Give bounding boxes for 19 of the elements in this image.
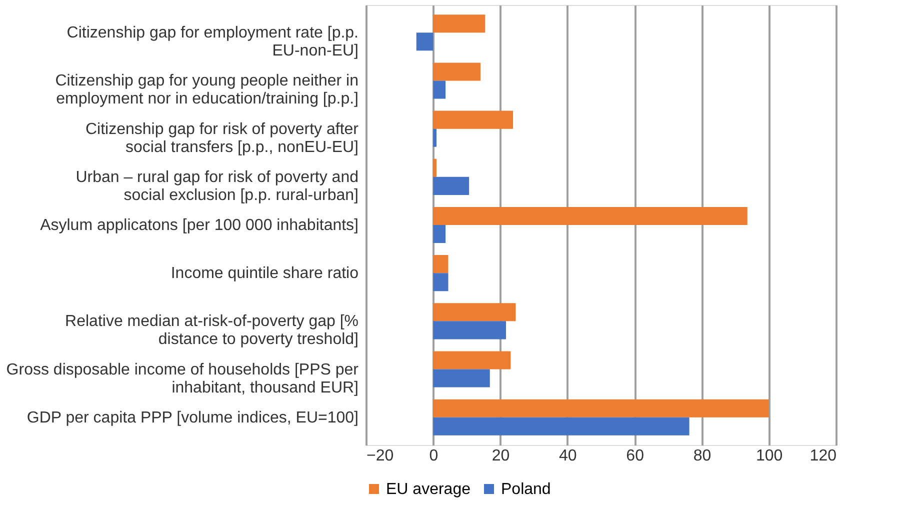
legend-label: Poland xyxy=(501,481,551,498)
y-tick-label: GDP per capita PPP [volume indices, EU=100] xyxy=(26,409,358,426)
x-tick-label: 0 xyxy=(429,448,438,464)
legend-label: EU average xyxy=(386,481,471,498)
x-tick-label: 60 xyxy=(626,448,644,464)
y-tick-label: Gross disposable income of households [PPS per inhabitant, thousand EUR] xyxy=(6,361,360,396)
x-tick-label: 100 xyxy=(756,448,783,464)
y-tick-label: Citizenship gap for risk of poverty after social transfers [p.p., nonEU-EU] xyxy=(85,120,360,156)
y-tick-label: Income quintile share ratio xyxy=(170,265,359,282)
y-tick-label: Asylum applicatons [per 100 000 inhabitants] xyxy=(40,217,358,234)
x-tick-label: 120 xyxy=(810,448,837,464)
y-tick-label: Citizenship gap for employment rate [p.p. EU-non-EU] xyxy=(66,24,358,60)
x-tick-label: 80 xyxy=(693,448,712,464)
y-tick-label: Urban – rural gap for risk of poverty and social exclusion [p.p. rural-urban] xyxy=(76,168,358,204)
x-tick-label: 40 xyxy=(559,448,577,464)
y-tick-label: Relative median at-risk-of-poverty gap [% distance to poverty treshold] xyxy=(65,313,358,348)
y-tick-label: Citizenship gap for young people neither in employment nor in education/training [p.p.] xyxy=(55,72,358,108)
x-tick-label: 20 xyxy=(492,448,510,464)
x-tick-label: −20 xyxy=(366,448,394,464)
